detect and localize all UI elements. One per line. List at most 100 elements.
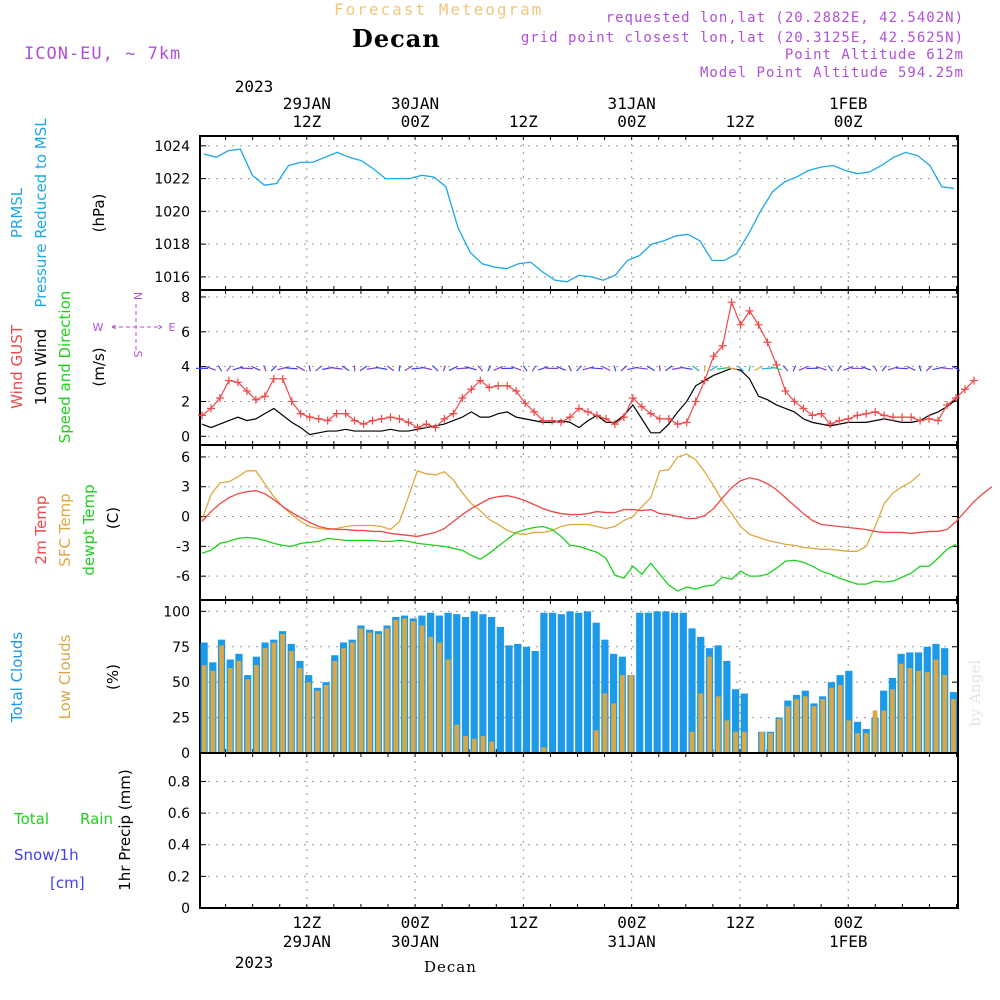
total-cloud-bar [531, 651, 539, 753]
y-tick-label: 6 [181, 325, 190, 341]
low-cloud-bar [463, 736, 468, 753]
panel-2: 0 2 4 6 8 [181, 289, 978, 446]
low-cloud-bar [349, 642, 355, 753]
wind-direction-arrow [568, 365, 572, 372]
gust-marker [943, 400, 952, 409]
bottom-date-label: 29JAN [282, 932, 331, 951]
low-cloud-bar [916, 670, 921, 753]
top-time-label: 12Z [292, 112, 322, 131]
wind-direction-arrow [386, 365, 395, 372]
wind-direction-arrow [925, 365, 933, 372]
total-cloud-bar [514, 643, 522, 753]
panel-frame [199, 135, 959, 291]
low-cloud-bar [480, 736, 486, 753]
y-tick-label: 3 [181, 480, 190, 496]
wind-direction-arrow [404, 365, 413, 372]
gust-marker [826, 420, 835, 429]
low-cloud-bar [332, 660, 338, 753]
bottom-date-label: 1FEB [828, 932, 868, 951]
total-cloud-bar [845, 670, 853, 753]
gust-marker [691, 397, 700, 406]
y-tick-label: -3 [176, 539, 190, 555]
total-cloud-bar [679, 612, 687, 753]
low-cloud-bar [863, 733, 869, 753]
wind-direction-arrow [665, 365, 673, 372]
wind-direction-arrow [861, 365, 872, 371]
total-cloud-bar [723, 660, 731, 753]
gust-marker [862, 409, 871, 418]
gust-marker [198, 411, 206, 420]
wind-direction-arrow [620, 365, 628, 372]
total-cloud-bar [592, 622, 600, 753]
wind-direction-arrow [456, 367, 469, 370]
pressure-line [203, 148, 955, 283]
wind-direction-arrow [896, 367, 909, 370]
gust-marker [260, 392, 269, 401]
low-cloud-bar [402, 618, 407, 753]
wind-direction-arrow [465, 366, 477, 371]
gust-marker [754, 320, 763, 329]
y-tick-label: 100 [163, 604, 190, 620]
low-cloud-bar [698, 693, 704, 753]
wind-direction-arrow [341, 365, 350, 372]
wind-direction-arrow [411, 367, 424, 370]
y-tick-label: 6 [181, 450, 190, 466]
gust-marker [485, 383, 494, 392]
gust-marker [727, 298, 736, 307]
bottom-time-label: 00Z [833, 913, 863, 932]
gust-marker [233, 378, 242, 387]
y-tick-label: 1022 [154, 172, 190, 188]
wind-direction-arrow [881, 365, 887, 372]
total-cloud-bar [740, 693, 748, 753]
gust-marker [521, 399, 530, 408]
gust-marker [359, 420, 368, 429]
low-cloud-bar [306, 682, 312, 753]
gust-marker [889, 413, 898, 422]
panel-5: 0 0.2 0.4 0.6 0.8 [168, 752, 959, 917]
dewpt-label: dewpt Temp [80, 484, 98, 575]
total-cloud-bar [522, 646, 531, 753]
compass-e-label: E [169, 321, 176, 334]
total-cloud-bar [662, 611, 670, 753]
gust-marker [224, 376, 233, 385]
total-cloud-bar [540, 612, 548, 753]
gust-marker [925, 414, 934, 423]
low-cloud-bar [759, 731, 765, 753]
low-cloud-bar [820, 699, 826, 753]
wind-direction-arrow [487, 365, 492, 372]
gust-marker [592, 411, 601, 420]
low-cloud-bar [951, 699, 956, 753]
wind-direction-arrow [240, 367, 253, 370]
low-cloud-bar [785, 706, 791, 753]
gust-marker [557, 418, 566, 427]
total-clouds-label: Total Clouds [8, 632, 26, 724]
gust-marker [566, 413, 575, 422]
low-cloud-bar [454, 724, 460, 753]
low-cloud-bar [376, 634, 381, 753]
low-cloud-bar [341, 648, 346, 753]
bottom-time-label: 12Z [508, 913, 538, 932]
low-cloud-bar [227, 668, 233, 753]
wind-direction-arrow [737, 365, 744, 372]
gust-marker [215, 393, 224, 402]
wind-direction-arrow [748, 365, 751, 372]
bottom-time-label: 12Z [292, 913, 322, 932]
snow-unit: [cm] [50, 874, 85, 892]
gust-marker [817, 409, 826, 418]
low-cloud-bar [907, 668, 913, 753]
low-cloud-bar [715, 696, 721, 753]
gust-marker [305, 413, 314, 422]
low-cloud-bar [471, 738, 477, 753]
gust-marker [934, 416, 943, 425]
low-cloud-bar [898, 663, 904, 753]
gust-marker [799, 404, 808, 413]
gust-marker [449, 409, 458, 418]
low-cloud-bar [297, 668, 303, 753]
chart-title: Decan [352, 24, 441, 53]
total-cloud-bar [688, 628, 696, 753]
gust-marker [664, 414, 673, 423]
low-cloud-bar [689, 731, 695, 753]
wind-direction-arrow [918, 365, 922, 372]
low-cloud-bar [620, 675, 625, 753]
total-cloud-bar [575, 612, 583, 753]
